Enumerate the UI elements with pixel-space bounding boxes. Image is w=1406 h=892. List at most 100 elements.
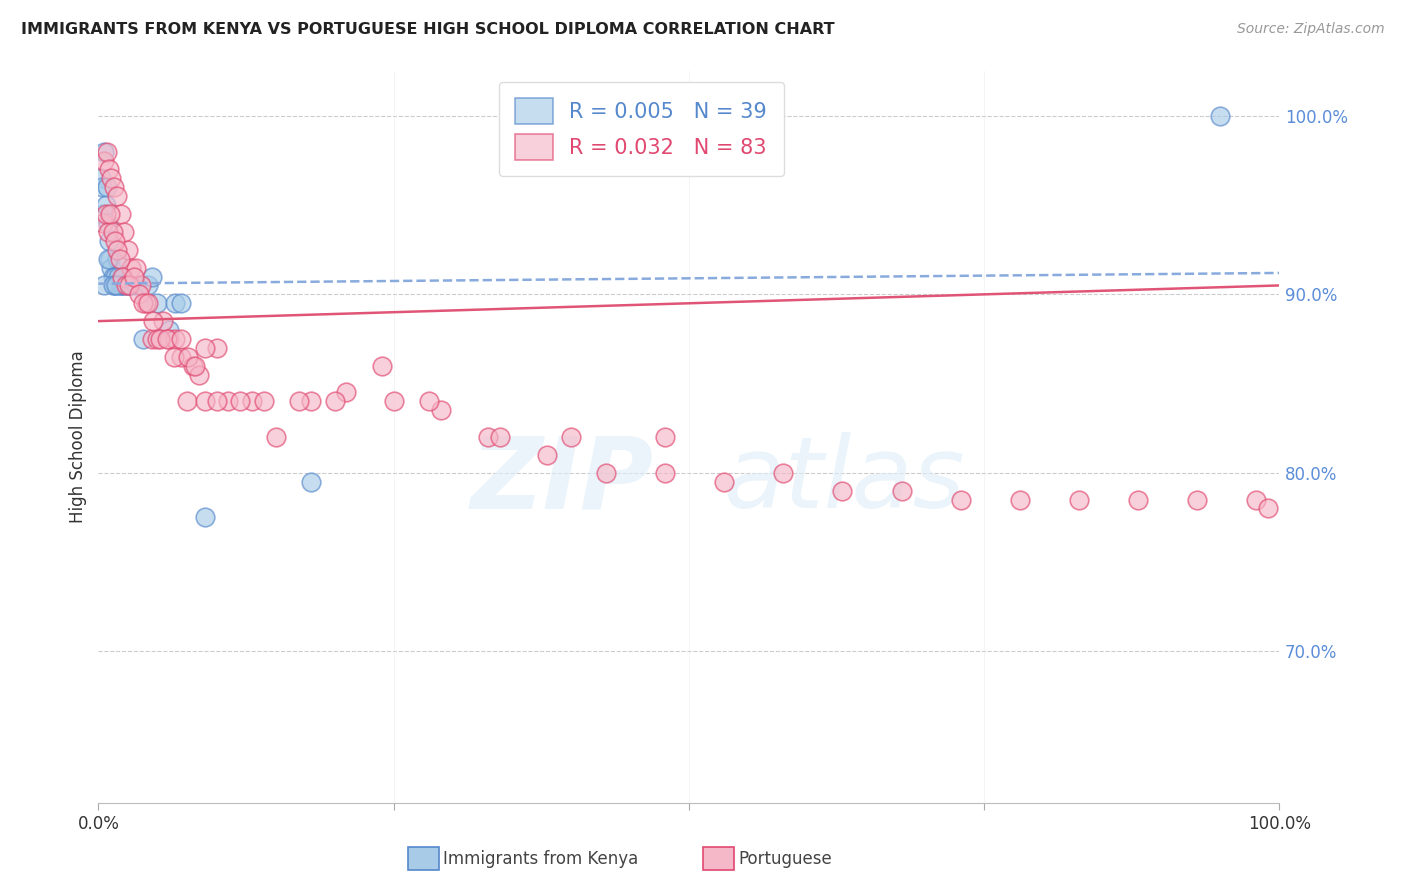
Point <box>288 394 311 409</box>
Point <box>489 430 512 444</box>
Point <box>418 394 440 409</box>
Point <box>96 180 118 194</box>
Point <box>146 332 169 346</box>
Point <box>103 278 125 293</box>
Point <box>111 278 134 293</box>
Point <box>323 394 346 409</box>
Point <box>299 475 322 489</box>
Point <box>98 252 121 266</box>
Point <box>128 287 150 301</box>
Point <box>132 332 155 346</box>
Point <box>132 296 155 310</box>
Point <box>101 225 124 239</box>
Point <box>112 278 135 293</box>
Point <box>536 448 558 462</box>
Point <box>371 359 394 373</box>
Point <box>93 278 115 293</box>
Point <box>136 278 159 293</box>
Point <box>1008 492 1031 507</box>
Point <box>157 332 180 346</box>
Point <box>217 394 239 409</box>
Text: IMMIGRANTS FROM KENYA VS PORTUGUESE HIGH SCHOOL DIPLOMA CORRELATION CHART: IMMIGRANTS FROM KENYA VS PORTUGUESE HIGH… <box>21 22 835 37</box>
Point <box>90 171 112 186</box>
Point <box>1244 492 1267 507</box>
Point <box>194 510 217 524</box>
Point <box>205 394 228 409</box>
Point <box>184 359 207 373</box>
Text: Portuguese: Portuguese <box>738 849 832 868</box>
Point <box>118 278 141 293</box>
Point <box>97 216 120 230</box>
Point <box>96 145 118 159</box>
Point <box>91 216 114 230</box>
Y-axis label: High School Diploma: High School Diploma <box>69 351 87 524</box>
Point <box>560 430 582 444</box>
Point <box>91 207 114 221</box>
Point <box>93 145 115 159</box>
Text: atlas: atlas <box>724 433 966 530</box>
Point <box>121 260 143 275</box>
Point <box>121 278 143 293</box>
Point <box>105 243 128 257</box>
Point <box>253 394 276 409</box>
Point <box>105 252 128 266</box>
Point <box>117 243 139 257</box>
Point <box>1209 109 1232 123</box>
Text: Source: ZipAtlas.com: Source: ZipAtlas.com <box>1237 22 1385 37</box>
Text: Immigrants from Kenya: Immigrants from Kenya <box>443 849 638 868</box>
Point <box>477 430 499 444</box>
Point <box>93 153 115 168</box>
Point <box>146 296 169 310</box>
Point <box>105 189 128 203</box>
Point <box>1185 492 1208 507</box>
Point <box>713 475 735 489</box>
Point <box>136 296 159 310</box>
Point <box>170 296 193 310</box>
Point <box>264 430 287 444</box>
Point <box>654 430 676 444</box>
Point <box>135 296 157 310</box>
Point <box>430 403 453 417</box>
Legend: R = 0.005   N = 39, R = 0.032   N = 83: R = 0.005 N = 39, R = 0.032 N = 83 <box>499 82 783 177</box>
Point <box>111 269 134 284</box>
Point <box>118 278 141 293</box>
Point <box>115 278 138 293</box>
Point <box>108 278 131 293</box>
Point <box>831 483 853 498</box>
Point <box>229 394 252 409</box>
Point <box>181 359 204 373</box>
Point <box>98 162 121 177</box>
Point <box>299 394 322 409</box>
Point <box>654 466 676 480</box>
Point <box>112 269 135 284</box>
Point <box>157 323 180 337</box>
Point <box>772 466 794 480</box>
Point <box>107 269 129 284</box>
Point <box>94 198 117 212</box>
Point <box>335 385 357 400</box>
Point <box>152 314 174 328</box>
Point <box>103 180 125 194</box>
Point <box>98 207 121 221</box>
Point <box>163 350 186 364</box>
Point <box>141 332 163 346</box>
Point <box>110 207 132 221</box>
Point <box>177 350 200 364</box>
Point <box>165 332 187 346</box>
Point <box>101 278 124 293</box>
Point <box>194 341 217 355</box>
Text: ZIP: ZIP <box>471 433 654 530</box>
Point <box>105 278 128 293</box>
Point <box>100 260 122 275</box>
Point <box>101 269 124 284</box>
Point <box>890 483 912 498</box>
Point <box>104 269 127 284</box>
Point <box>105 278 128 293</box>
Point <box>91 180 114 194</box>
Point <box>165 296 187 310</box>
Point <box>97 252 120 266</box>
Point <box>108 252 131 266</box>
Point <box>1257 501 1279 516</box>
Point <box>187 368 209 382</box>
Point <box>170 332 193 346</box>
